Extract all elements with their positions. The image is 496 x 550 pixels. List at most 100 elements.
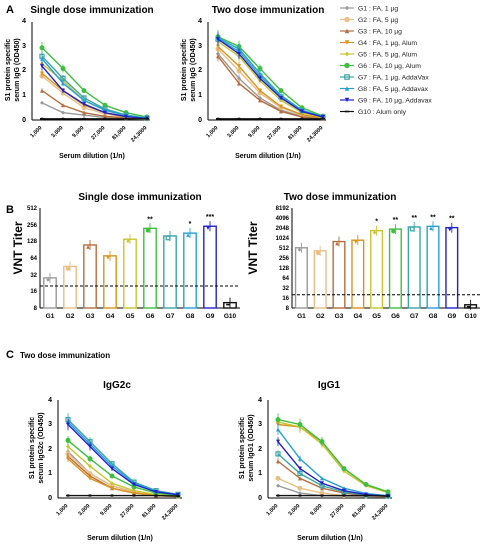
chart-b2-bar-g5 <box>370 229 384 309</box>
chart-c1-point <box>132 491 136 496</box>
chart-a2-point <box>279 104 283 109</box>
chart-b2-bar-g6 <box>388 228 402 309</box>
legend-label: G2 : FA, 5 µg <box>358 17 398 24</box>
chart-a2-xtick: 3,000 <box>226 125 240 139</box>
chart-b2-xtick: G9 <box>447 313 456 320</box>
chart-c2-point <box>297 422 303 427</box>
chart-c2-ytick: 4 <box>258 397 262 404</box>
chart-a1-ytick: 2 <box>22 67 26 74</box>
chart-c1-ytick: 1 <box>48 470 52 477</box>
chart-b1-xtick: G2 <box>66 313 75 320</box>
chart-b2-bar-g2 <box>313 250 327 309</box>
chart-c2-xlabel: Serum dilution (1/n) <box>297 535 363 542</box>
legend-marker-icon <box>344 28 350 34</box>
chart-a2-point <box>237 81 241 86</box>
chart-b1-ytick: 32 <box>30 273 37 279</box>
chart-a2-xlabel: Serum dilution (1/n) <box>235 153 301 160</box>
chart-a1-point <box>124 117 128 120</box>
chart-a2-point <box>237 51 241 56</box>
chart-c2: S1 protein specific serum IgG1 (OD450) 4… <box>239 397 392 542</box>
chart-a1-point <box>40 71 44 76</box>
chart-b2-significance-label: ** <box>411 215 417 222</box>
chart-a1-point <box>103 110 107 115</box>
chart-a1-ytick: 4 <box>22 18 26 25</box>
chart-a2-xtick: 27,000 <box>266 125 282 141</box>
chart-b1-significance-label: ** <box>147 216 153 223</box>
chart-a1-point <box>60 66 66 72</box>
chart-c1-point <box>132 488 136 493</box>
legend-label: G4 : FA, 1 µg, Alum <box>358 40 417 47</box>
chart-b1: VNT Titer 8 16 32 64 128 256 512 G1 G2 G3 G… <box>11 206 240 320</box>
chart-b2-significance-label: ** <box>430 214 436 221</box>
chart-b1-bar-g8 <box>183 232 197 309</box>
chart-b1-plot: G1 G2 G3 G4 G5 G6 ** G7 G8 * G9 *** G10 <box>40 214 240 320</box>
legend-label: G5 : FA, 5 µg, Alum <box>358 52 417 59</box>
chart-c1-series-line-g5 <box>67 446 179 497</box>
chart-b1-significance-label: * <box>189 221 192 228</box>
chart-b2-xtick: G10 <box>464 313 477 320</box>
chart-b2-ytick: 16 <box>282 296 289 302</box>
chart-b2-point <box>335 241 339 246</box>
chart-a2-point <box>216 54 220 59</box>
chart-b1-point <box>226 303 230 306</box>
chart-b2-point <box>391 228 396 234</box>
chart-b2-ytick: 64 <box>282 276 289 282</box>
chart-b1-xtick: G3 <box>86 313 95 320</box>
chart-a1-point <box>81 88 87 94</box>
chart-a1-ytick: 3 <box>22 43 26 50</box>
chart-b2-point <box>409 226 415 232</box>
chart-b2-point <box>354 240 358 244</box>
chart-c2-point <box>297 485 303 491</box>
chart-a1-xtick: 24,3000 <box>130 125 148 143</box>
chart-c1-xtick: 9,000 <box>99 503 113 517</box>
chart-c1-ylabel-2: serum IgG2c (OD450) <box>38 412 45 483</box>
chart-b1-bar-g5 <box>123 238 137 309</box>
legend-label: G7 : FA, 1 µg, AddaVax <box>358 75 429 82</box>
legend-label: G6 : FA, 10 µg, Alum <box>358 63 421 70</box>
chart-a1-xtick: 1,000 <box>29 125 43 139</box>
chart-b2-ytick: 256 <box>279 256 290 262</box>
chart-c2-point <box>298 476 302 481</box>
chart-c2-xtick: 3,000 <box>287 503 301 517</box>
chart-a2-point <box>258 117 262 120</box>
chart-c2-series-line-g9 <box>277 441 389 497</box>
chart-b2-ytick: 1024 <box>276 236 290 242</box>
chart-a2-series-line-g5 <box>217 41 324 119</box>
chart-c2-ytick: 1 <box>258 470 262 477</box>
chart-a1-point <box>39 45 45 51</box>
chart-c2-point <box>276 439 280 444</box>
chart-c2-plot <box>275 413 391 500</box>
chart-b2-significance-label: ** <box>449 216 455 223</box>
chart-a2: S1 protein specific serum IgG (OD450) 4 … <box>181 18 326 160</box>
legend-marker-icon <box>344 86 350 91</box>
chart-a1-series-line-g6 <box>41 47 148 118</box>
chart-a1-xtick: 9,000 <box>71 125 85 139</box>
chart-c1-point <box>110 466 114 471</box>
chart-c2-point <box>276 483 280 488</box>
chart-a2-ytick: 1 <box>198 92 202 99</box>
chart-a2-point <box>216 117 220 120</box>
chart-b1-point <box>65 266 71 271</box>
chart-b1-xtick: G8 <box>186 313 195 320</box>
chart-b1-xtick: G1 <box>46 313 55 320</box>
chart-a1-point <box>82 102 86 107</box>
chart-a1-point <box>40 56 44 61</box>
chart-c1-point <box>66 456 70 461</box>
chart-c2-point <box>363 482 369 488</box>
chart-b2-xtick: G3 <box>335 313 344 320</box>
chart-c2-point <box>298 491 302 496</box>
chart-b1-title: Single dose immunization <box>78 192 201 203</box>
chart-a2-point <box>237 64 241 69</box>
chart-c2-series-line-g6 <box>277 418 389 493</box>
chart-c1-point <box>88 476 92 481</box>
chart-c1-xtick: 3,000 <box>77 503 91 517</box>
chart-c1-point <box>110 494 114 497</box>
chart-c1-point <box>88 444 92 449</box>
chart-b2-point <box>372 230 377 235</box>
chart-a1-point <box>61 103 65 108</box>
chart-a2-point <box>279 117 283 120</box>
chart-a1-ytick: 1 <box>22 92 26 99</box>
legend-marker-icon <box>344 97 350 103</box>
chart-b2-ytick: 8192 <box>276 206 290 212</box>
